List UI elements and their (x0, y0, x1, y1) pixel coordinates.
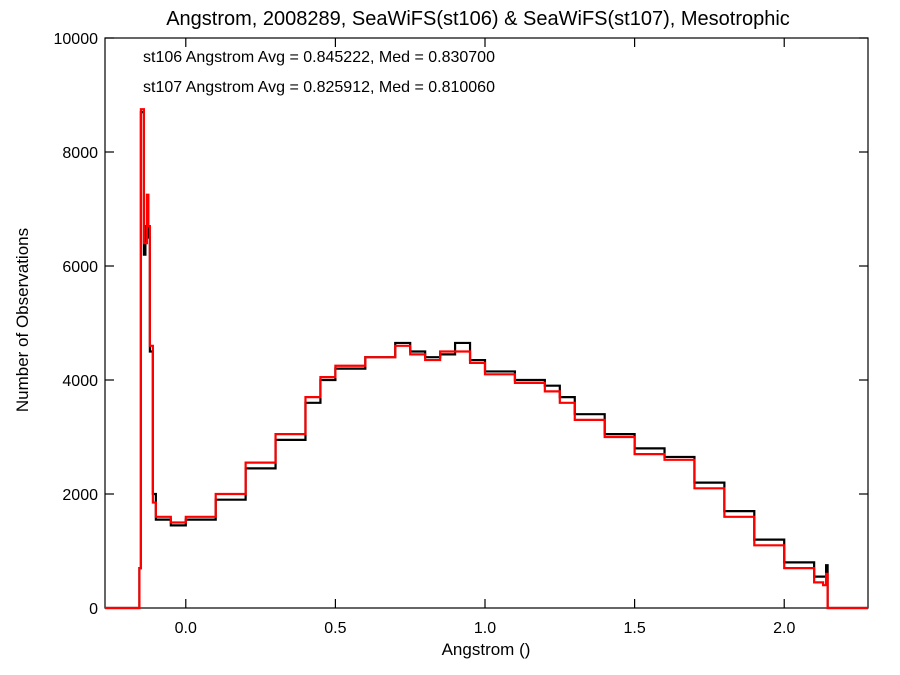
x-tick-label-0: 0.0 (175, 620, 197, 637)
y-axis: 0 2000 4000 6000 8000 10000 (54, 31, 868, 618)
x-tick-label-2: 1.0 (474, 620, 496, 637)
st106-stats-annotation: st106 Angstrom Avg = 0.845222, Med = 0.8… (143, 49, 495, 66)
y-tick-label-4: 8000 (62, 145, 98, 162)
y-axis-label: Number of Observations (13, 228, 32, 412)
x-tick-label-3: 1.5 (623, 620, 645, 637)
y-tick-label-5: 10000 (54, 31, 99, 48)
x-axis-label: Angstrom () (442, 640, 531, 659)
series-layer (105, 108, 868, 610)
st107-stats-annotation: st107 Angstrom Avg = 0.825912, Med = 0.8… (143, 79, 495, 96)
y-tick-label-2: 4000 (62, 373, 98, 390)
y-tick-label-1: 2000 (62, 487, 98, 504)
plot-area-frame (104, 37, 869, 609)
series-line-0 (105, 111, 868, 610)
y-tick-label-3: 6000 (62, 259, 98, 276)
x-axis: 0.0 0.5 1.0 1.5 2.0 (175, 38, 795, 637)
x-tick-label-4: 2.0 (773, 620, 795, 637)
chart-title: Angstrom, 2008289, SeaWiFS(st106) & SeaW… (166, 8, 790, 30)
x-tick-label-1: 0.5 (324, 620, 346, 637)
y-tick-label-0: 0 (89, 601, 98, 618)
series-line-1 (105, 108, 868, 610)
